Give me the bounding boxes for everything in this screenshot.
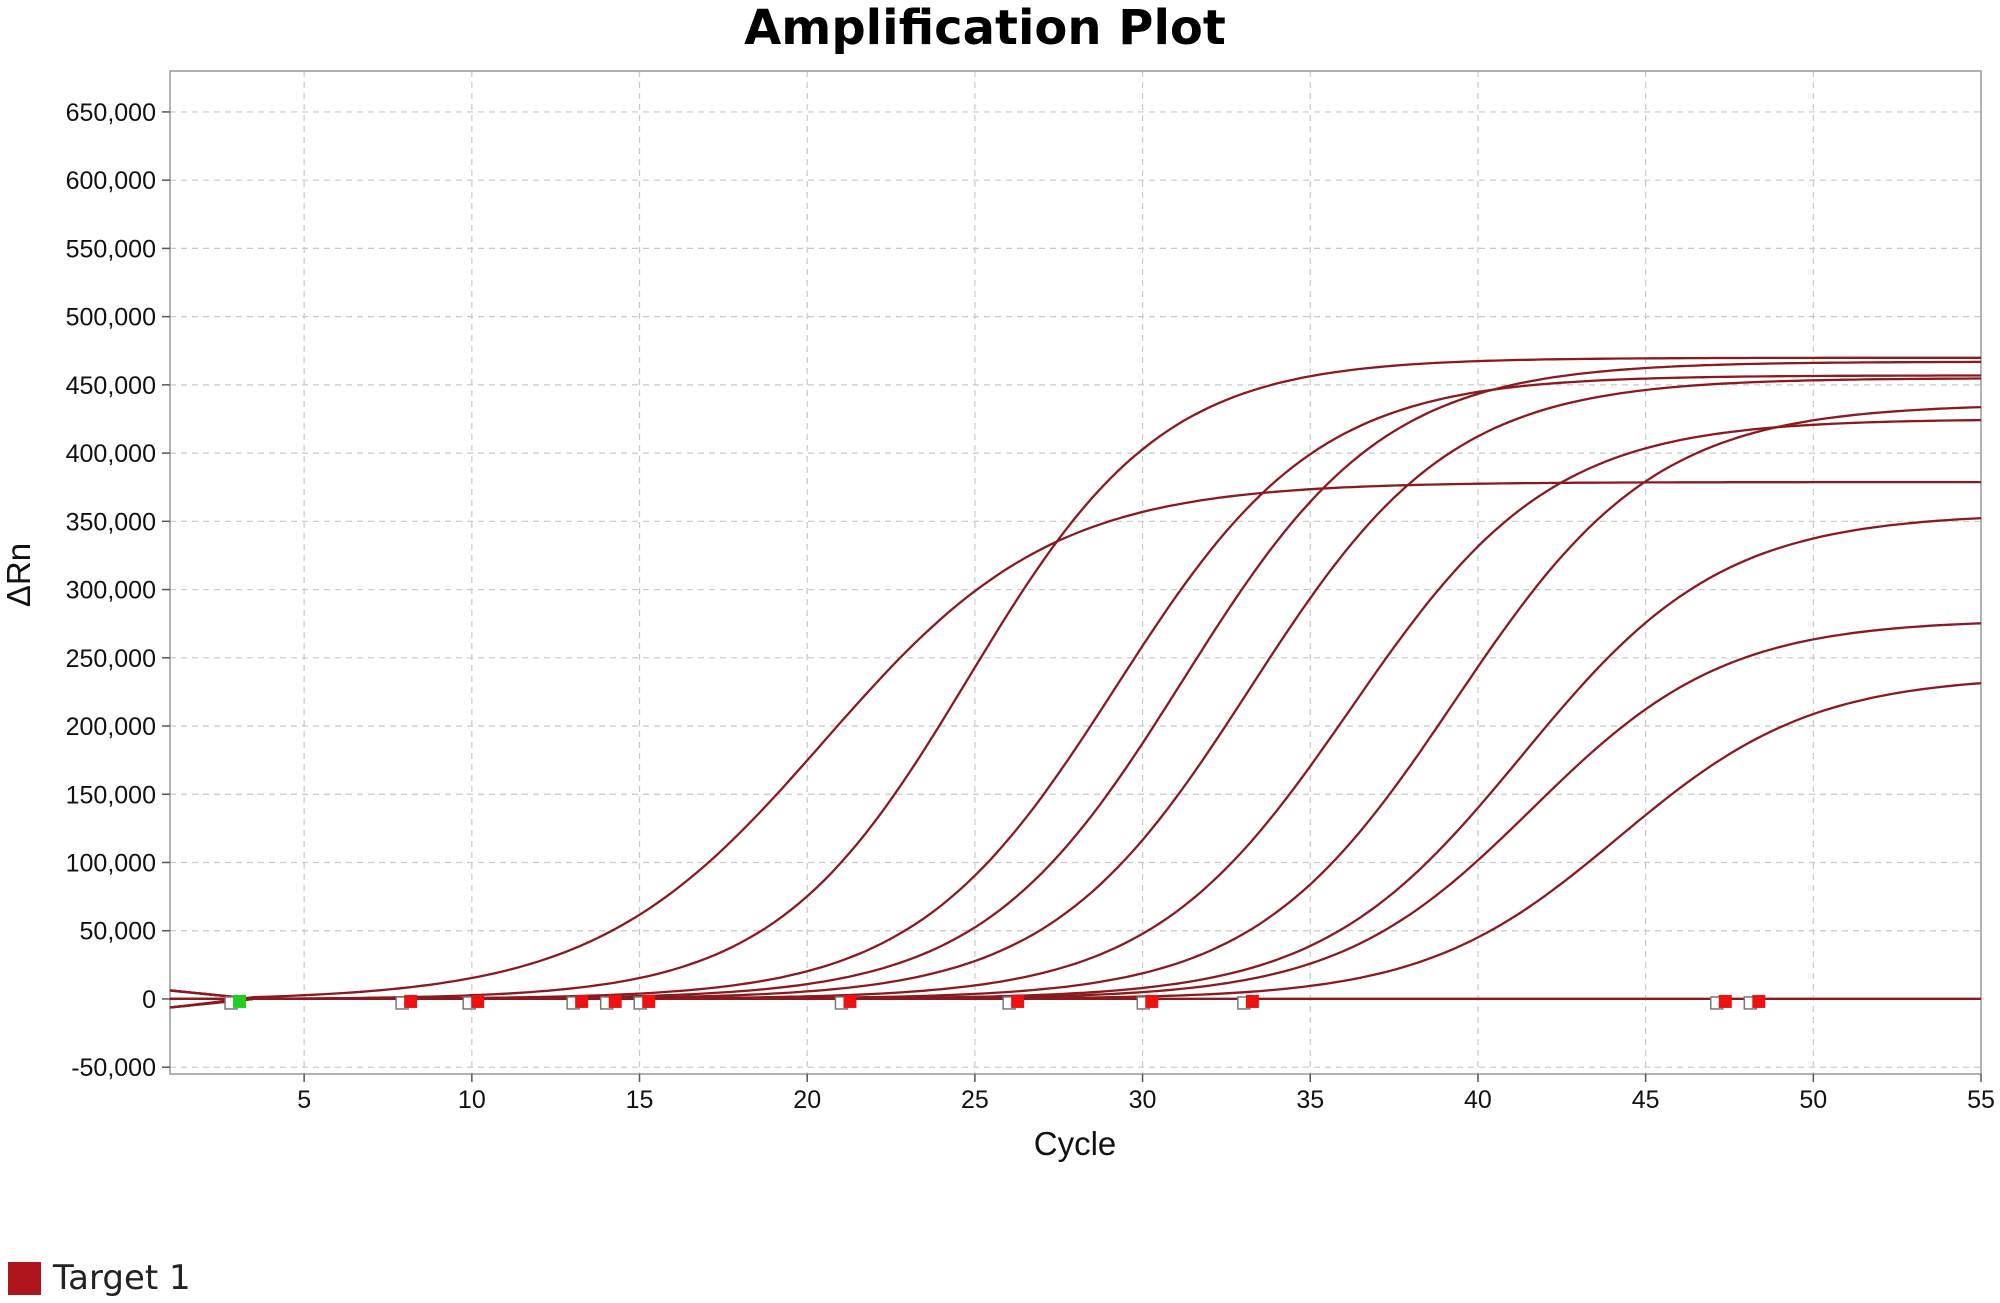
amplification-curve	[170, 356, 1981, 1001]
x-tick-label: 20	[793, 1086, 821, 1114]
legend: Target 1	[8, 1258, 191, 1298]
amplification-curve	[169, 622, 1982, 1001]
marker-fill	[843, 994, 857, 1008]
legend-swatch	[8, 1261, 41, 1295]
marker-fill	[575, 994, 589, 1008]
amplification-curve	[170, 516, 1982, 1001]
amplification-curves	[169, 356, 1982, 1009]
x-tick-label: 55	[1967, 1086, 1995, 1114]
y-tick-label: 250,000	[66, 645, 156, 673]
amplification-curve	[169, 360, 1981, 1009]
legend-label: Target 1	[53, 1258, 191, 1298]
marker-fill	[1752, 994, 1766, 1008]
plot-area-frame	[169, 70, 1982, 1075]
marker-fill	[1145, 994, 1159, 1008]
chart-title: Amplification Plot	[744, 0, 1226, 56]
x-tick-label: 30	[1129, 1086, 1157, 1114]
amplification-curve	[169, 405, 1982, 1009]
y-axis-ticks: -50,000 0 50,000 100,000 150,000 200,000 250,0…	[66, 99, 170, 1082]
amplification-curve	[169, 418, 1982, 1001]
marker-fill	[1245, 994, 1259, 1008]
amplification-curve	[169, 682, 1982, 1009]
x-tick-label: 50	[1799, 1086, 1827, 1114]
y-tick-label: -50,000	[71, 1054, 156, 1082]
marker-fill	[1718, 994, 1732, 1008]
marker-fill	[233, 994, 247, 1008]
x-tick-label: 45	[1632, 1086, 1660, 1114]
marker-fill	[404, 994, 418, 1008]
y-tick-label: 650,000	[66, 99, 156, 127]
y-tick-label: 350,000	[66, 508, 156, 536]
threshold-markers	[224, 994, 1766, 1010]
marker-fill	[642, 994, 656, 1008]
y-tick-label: 600,000	[66, 167, 156, 195]
y-tick-label: 400,000	[66, 440, 156, 468]
y-tick-label: 300,000	[66, 577, 156, 605]
y-tick-label: 0	[142, 986, 156, 1014]
y-tick-label: 200,000	[66, 713, 156, 741]
y-tick-label: 450,000	[66, 372, 156, 400]
amplification-curve	[169, 480, 1981, 1009]
x-tick-label: 5	[297, 1086, 311, 1114]
y-tick-label: 550,000	[66, 235, 156, 263]
y-tick-label: 500,000	[66, 304, 156, 332]
amplification-curve	[170, 377, 1981, 1001]
x-tick-label: 15	[626, 1086, 654, 1114]
x-tick-label: 10	[458, 1086, 486, 1114]
y-axis-label: ΔRn	[0, 543, 37, 607]
x-tick-label: 40	[1464, 1086, 1492, 1114]
x-tick-label: 25	[961, 1086, 989, 1114]
grid-lines	[170, 71, 1981, 1074]
y-tick-label: 150,000	[66, 781, 156, 809]
x-axis-ticks: 5 10 15 20 25 30 35 40 45 50 55	[297, 1074, 1995, 1114]
y-tick-label: 100,000	[66, 849, 156, 877]
marker-fill	[471, 994, 485, 1008]
y-tick-label: 50,000	[80, 918, 156, 946]
marker-fill	[1011, 994, 1025, 1008]
marker-fill	[608, 994, 622, 1008]
x-axis-label: Cycle	[1034, 1125, 1117, 1162]
x-tick-label: 35	[1296, 1086, 1324, 1114]
